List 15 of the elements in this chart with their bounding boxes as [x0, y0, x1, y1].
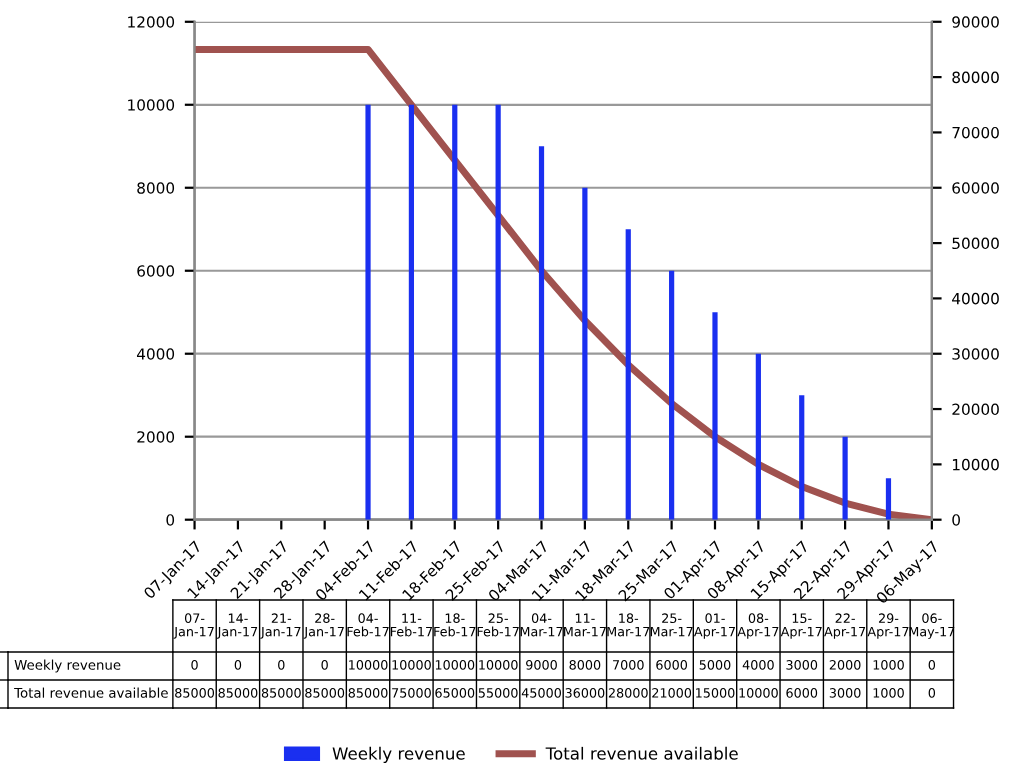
legend-label: Total revenue available	[545, 746, 738, 760]
bar	[408, 104, 415, 520]
bar	[669, 270, 675, 520]
bar	[365, 104, 371, 520]
bar	[582, 187, 588, 520]
bar	[712, 312, 718, 520]
bar	[799, 395, 805, 520]
bar	[625, 229, 631, 520]
bar	[842, 436, 848, 520]
bar	[538, 146, 545, 520]
bar	[495, 104, 501, 520]
bar	[885, 478, 892, 520]
bar	[452, 104, 458, 520]
legend-label: Weekly revenue	[332, 746, 465, 763]
bar	[755, 353, 761, 520]
